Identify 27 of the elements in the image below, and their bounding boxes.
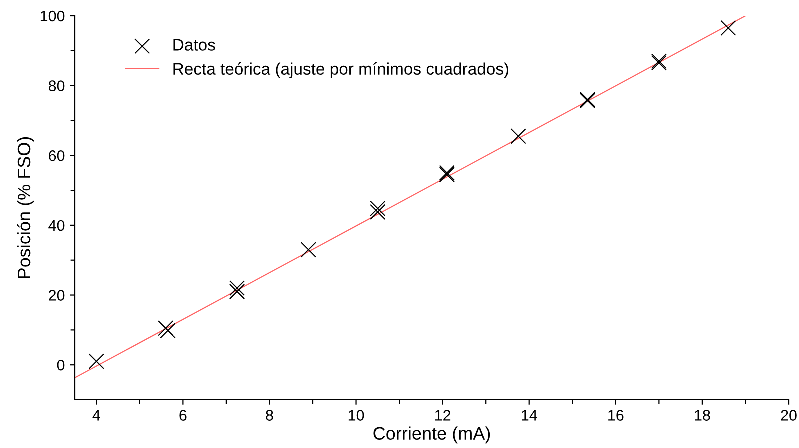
y-tick-label: 80	[48, 80, 65, 92]
point	[229, 280, 246, 296]
x-tick-label: 4	[92, 410, 100, 421]
point	[720, 20, 736, 36]
x-tick-label: 20	[781, 410, 797, 421]
point	[370, 204, 386, 220]
y-tick-label: 40	[48, 220, 65, 232]
x-tick-label: 10	[348, 410, 364, 421]
x-tick-label: 6	[180, 410, 187, 421]
x-tick-label: 14	[522, 410, 538, 421]
point	[229, 284, 246, 300]
x-tick-label: 16	[608, 410, 624, 421]
x-tick-label: 8	[266, 410, 274, 421]
y-tick-label: 100	[40, 10, 65, 22]
x-tick-label: 12	[435, 410, 451, 421]
legend-label: Datos	[174, 39, 216, 51]
y-tick-label: 0	[57, 360, 65, 371]
point	[300, 242, 317, 258]
point	[88, 354, 104, 370]
x-axis-title: Corriente (mA)	[374, 426, 490, 444]
legend-label: Recta teórica (ajuste por mínimos cuadrados)	[174, 62, 509, 78]
y-tick-label: 20	[49, 290, 65, 301]
y-axis-title: Posición (% FSO)	[17, 137, 34, 278]
y-tick-label: 60	[49, 150, 65, 162]
x-tick-label: 18	[695, 410, 710, 421]
point	[370, 200, 386, 217]
point	[510, 128, 526, 144]
